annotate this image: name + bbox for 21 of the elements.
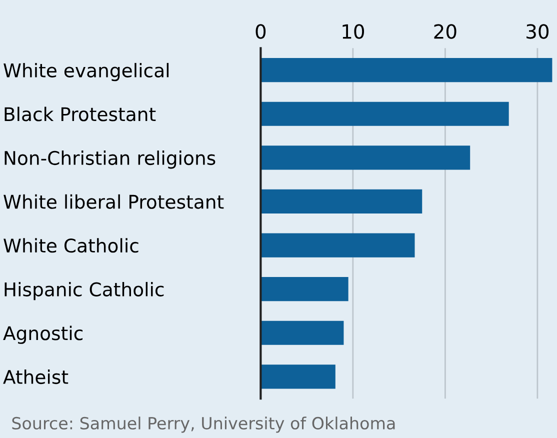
- y-tick-label: Black Protestant: [4, 106, 156, 122]
- x-tick-label: 20: [434, 24, 456, 39]
- bar: [260, 364, 336, 389]
- x-tick-label: 10: [342, 24, 364, 39]
- bar: [260, 146, 470, 170]
- y-tick-label: Hispanic Catholic: [4, 282, 164, 300]
- y-tick-label: White liberal Protestant: [4, 194, 224, 209]
- y-tick-label: White evangelical: [4, 62, 169, 82]
- x-tick-label: 30: [526, 24, 549, 39]
- bar: [260, 277, 348, 302]
- source-note: Source: Samuel Perry, University of Oklahoma: [12, 416, 395, 433]
- bar: [260, 58, 552, 82]
- bar: [260, 320, 344, 345]
- y-tick-label: Non-Christian religions: [4, 150, 216, 169]
- y-tick-label: White Catholic: [4, 238, 138, 253]
- x-tick-label: 0: [256, 24, 266, 39]
- bar: [260, 233, 415, 258]
- y-tick-label: Atheist: [3, 370, 68, 384]
- bar: [260, 189, 422, 214]
- y-tick-label: Agnostic: [3, 326, 83, 344]
- bar: [260, 102, 509, 126]
